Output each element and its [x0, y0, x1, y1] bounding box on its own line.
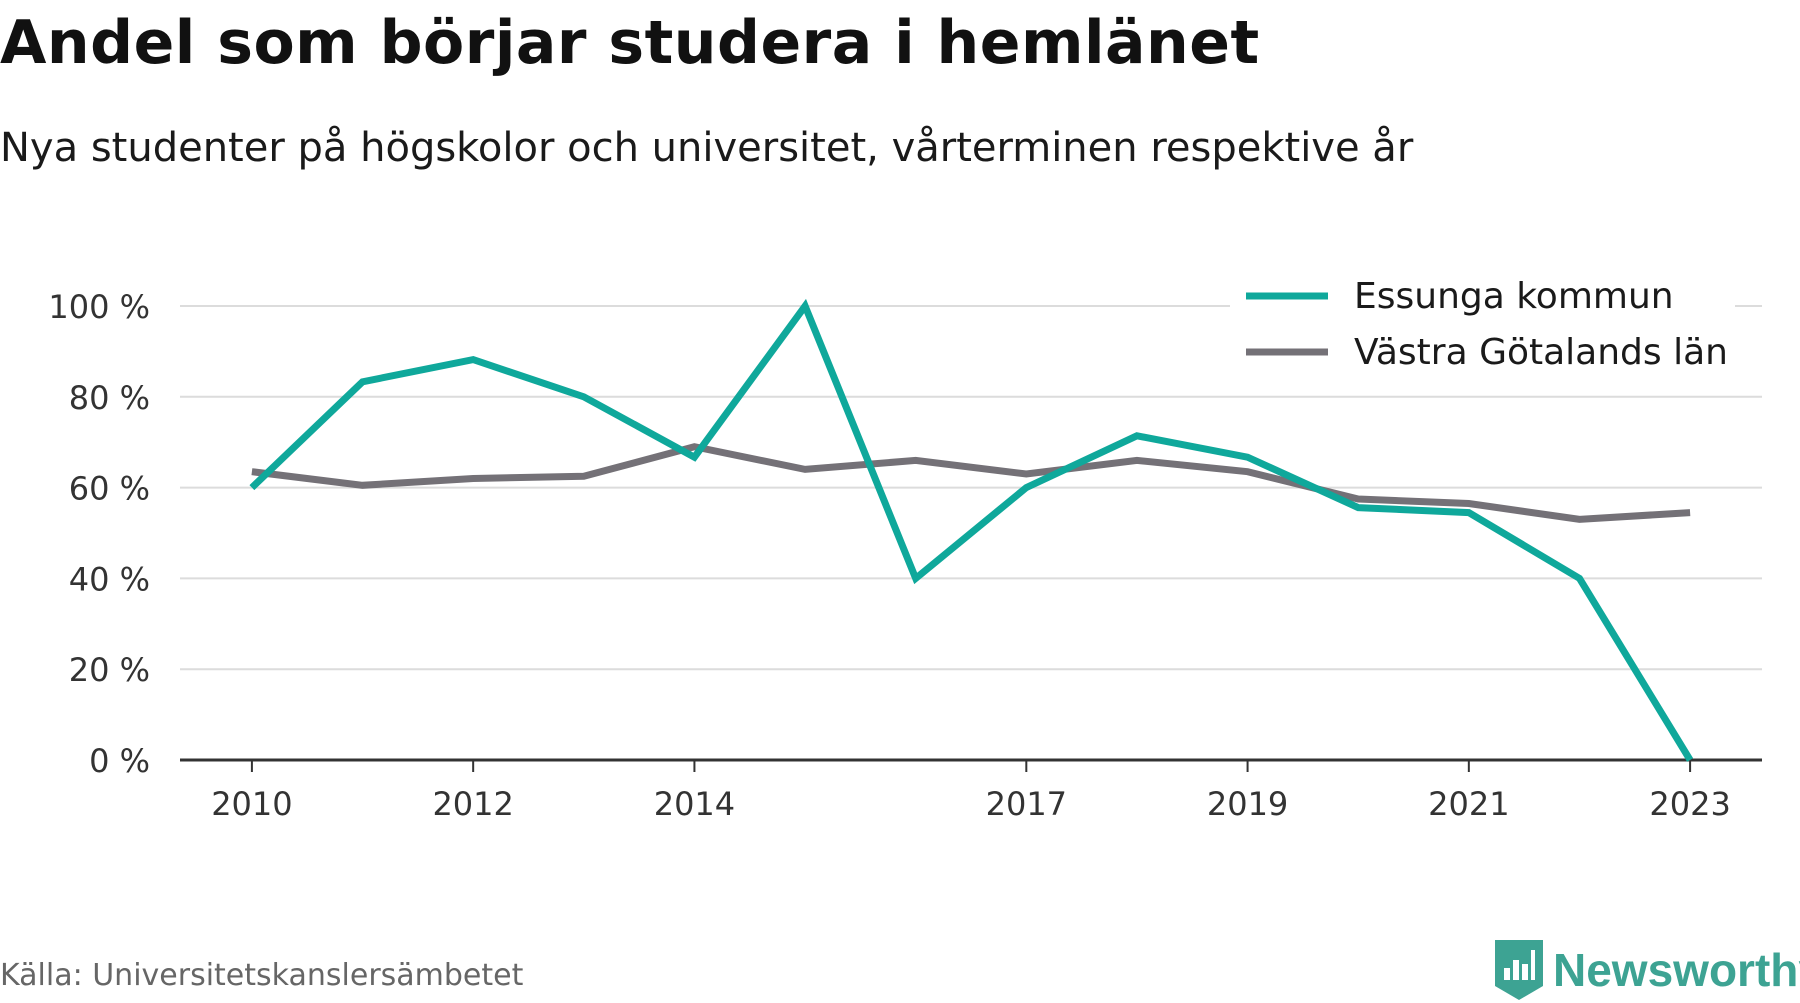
- legend-label: Västra Götalands län: [1354, 332, 1728, 373]
- series-line: [251, 443, 1691, 523]
- source-note: Källa: Universitetskanslersämbetet: [0, 958, 524, 993]
- x-tick-label: 2012: [432, 785, 513, 823]
- legend-background: [1230, 268, 1735, 380]
- legend: Essunga kommun Västra Götalands län: [1230, 268, 1735, 380]
- x-tick-label: 2014: [654, 785, 735, 823]
- x-tick-label: 2017: [986, 785, 1067, 823]
- newsworthy-logo-icon: [1495, 940, 1543, 1000]
- y-tick-label: 60 %: [69, 470, 150, 508]
- y-tick-label: 0 %: [89, 742, 150, 780]
- y-tick-label: 40 %: [69, 560, 150, 598]
- x-tick-label: 2019: [1207, 785, 1288, 823]
- x-tick-label: 2023: [1649, 785, 1730, 823]
- line-chart: 0 %20 %40 %60 %80 %100 % 2010 2012 2014 201…: [48, 268, 1762, 823]
- series-line: [249, 298, 1694, 762]
- chart-subtitle: Nya studenter på högskolor och universit…: [0, 125, 1414, 171]
- y-tick-label: 100 %: [48, 288, 150, 326]
- legend-label: Essunga kommun: [1354, 276, 1674, 317]
- series-lines: [249, 298, 1694, 762]
- y-axis-ticks: 0 % 20 % 40 % 60 % 80 % 100 %: [48, 288, 150, 780]
- brand-logo: Newsworthy: [1495, 937, 1800, 1003]
- y-tick-label: 20 %: [69, 651, 150, 689]
- chart-title: Andel som börjar studera i hemlänet: [0, 8, 1260, 78]
- x-tick-label: 2010: [211, 785, 292, 823]
- x-tick-label: 2021: [1428, 785, 1509, 823]
- y-tick-label: 80 %: [69, 379, 150, 417]
- brand-name: Newsworthy: [1553, 944, 1800, 996]
- x-axis: 2010 2012 2014 2017 2019 2021 2023: [180, 758, 1762, 823]
